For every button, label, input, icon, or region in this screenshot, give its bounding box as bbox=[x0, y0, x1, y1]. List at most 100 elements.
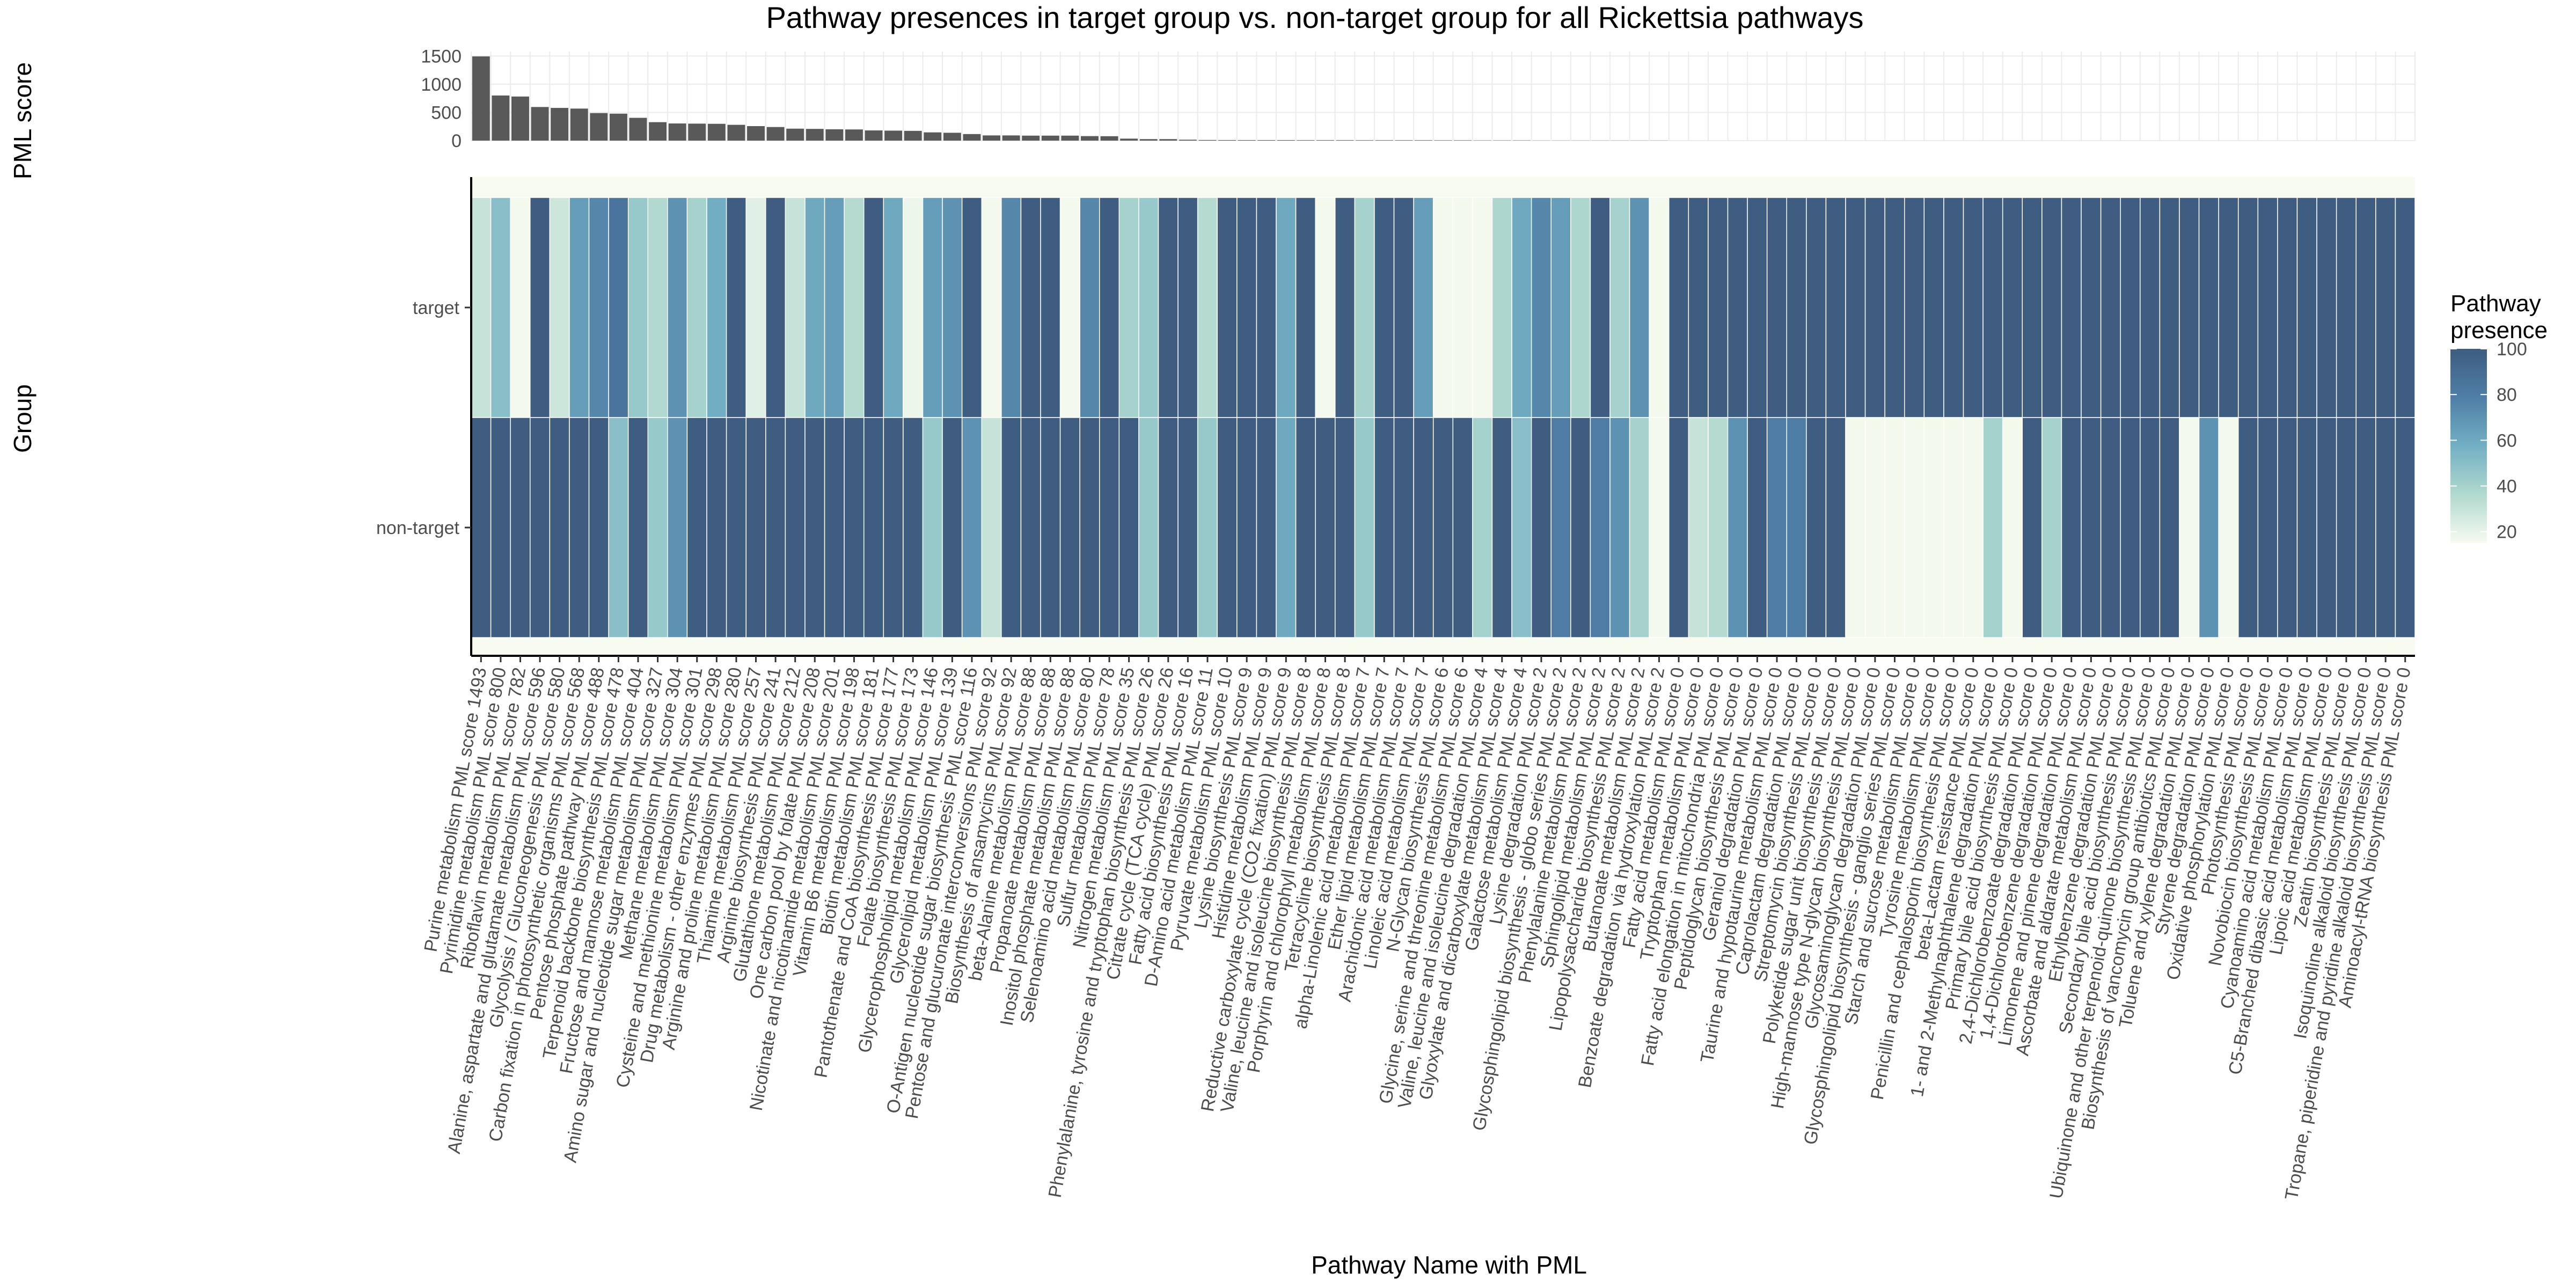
heatmap-cell bbox=[1982, 417, 2003, 638]
heatmap-cell bbox=[1452, 417, 1473, 638]
heatmap-cell bbox=[1747, 417, 1768, 638]
heatmap-cell bbox=[961, 197, 982, 418]
pml-score-bar bbox=[904, 130, 922, 141]
pml-score-bar bbox=[1434, 140, 1452, 141]
heatmap-cell bbox=[765, 417, 786, 638]
heatmap-cell bbox=[1550, 197, 1571, 418]
pml-score-bar bbox=[649, 122, 667, 141]
heatmap-cell bbox=[1982, 197, 2003, 418]
heatmap-cell bbox=[530, 197, 551, 418]
heatmap-cell bbox=[2277, 417, 2298, 638]
heatmap-cell bbox=[608, 197, 629, 418]
heatmap-cell bbox=[2140, 417, 2161, 638]
heatmap-cell bbox=[1315, 417, 1336, 638]
heatmap-cell bbox=[1727, 197, 1748, 418]
heatmap-cell bbox=[1923, 417, 1944, 638]
pml-score-bar bbox=[1336, 140, 1354, 141]
heatmap-cell bbox=[2159, 417, 2180, 638]
heatmap-cell bbox=[1531, 197, 1552, 418]
heatmap-cell bbox=[2198, 417, 2219, 638]
heatmap-cell bbox=[863, 417, 884, 638]
heatmap-cell bbox=[706, 197, 727, 418]
heatmap-cell bbox=[1629, 197, 1650, 418]
heatmap-cell bbox=[1491, 197, 1512, 418]
pml-score-bar bbox=[845, 129, 863, 141]
heatmap-cell bbox=[1118, 197, 1139, 418]
heatmap-cell bbox=[1708, 417, 1729, 638]
heatmap-cell bbox=[726, 197, 747, 418]
pml-score-bar bbox=[511, 96, 529, 141]
legend-tick-label: 60 bbox=[2497, 430, 2517, 451]
pml-score-bar bbox=[1002, 135, 1020, 141]
heatmap-cell bbox=[647, 197, 668, 418]
heatmap-cell bbox=[1550, 417, 1571, 638]
heatmap-cell bbox=[2081, 197, 2102, 418]
heatmap-cell bbox=[1374, 197, 1395, 418]
heatmap-cell bbox=[1413, 417, 1434, 638]
pml-score-bar bbox=[492, 95, 510, 141]
heatmap-cell bbox=[1040, 197, 1061, 418]
heatmap-cell bbox=[471, 197, 492, 418]
bar-panel-y-tick-label: 1500 bbox=[421, 46, 462, 67]
heatmap-cell bbox=[2336, 417, 2357, 638]
heatmap-cell bbox=[1099, 197, 1120, 418]
heatmap-cell bbox=[1531, 417, 1552, 638]
pml-score-bar bbox=[570, 108, 588, 141]
heatmap-cell bbox=[1727, 417, 1748, 638]
heatmap-cell bbox=[1452, 197, 1473, 418]
bar-panel-y-tick-label: 0 bbox=[451, 131, 462, 151]
heatmap-cell bbox=[942, 197, 963, 418]
heatmap-cell bbox=[1177, 197, 1198, 418]
heatmap-cell bbox=[785, 417, 806, 638]
heatmap-cell bbox=[2100, 417, 2121, 638]
heatmap-cell bbox=[2395, 197, 2416, 418]
pml-score-bar bbox=[1454, 140, 1472, 141]
heatmap-cell bbox=[785, 197, 806, 418]
pml-score-bar bbox=[1100, 136, 1118, 141]
heatmap-cell bbox=[1315, 197, 1336, 418]
pml-score-bar bbox=[1395, 140, 1413, 141]
heatmap-cell bbox=[824, 417, 845, 638]
heatmap-cell bbox=[2022, 197, 2043, 418]
heatmap-cell bbox=[1825, 197, 1846, 418]
pml-score-bar bbox=[747, 126, 765, 141]
heatmap-cell bbox=[1943, 417, 1964, 638]
heatmap-cell bbox=[745, 197, 766, 418]
heatmap-cell bbox=[1806, 417, 1827, 638]
heatmap-cell bbox=[1472, 197, 1493, 418]
heatmap-cell bbox=[2237, 417, 2259, 638]
heatmap-cell bbox=[1256, 197, 1277, 418]
heatmap-cell bbox=[2257, 197, 2278, 418]
heatmap-cell bbox=[824, 197, 845, 418]
heatmap-cell bbox=[1217, 417, 1238, 638]
heatmap-cell bbox=[1609, 197, 1630, 418]
heatmap-cell bbox=[2002, 417, 2023, 638]
pml-score-bar bbox=[1257, 140, 1276, 141]
pml-score-bar bbox=[668, 123, 686, 141]
pml-score-bar bbox=[1375, 140, 1393, 141]
heatmap-cell bbox=[2296, 417, 2317, 638]
heatmap-cell bbox=[2316, 417, 2337, 638]
heatmap-cell bbox=[2375, 417, 2396, 638]
heatmap-cell bbox=[1079, 197, 1100, 418]
heatmap-cell bbox=[804, 197, 825, 418]
heatmap-cell bbox=[2159, 197, 2180, 418]
heatmap-cell bbox=[765, 197, 786, 418]
pml-score-bar bbox=[786, 128, 804, 141]
heatmap-cell bbox=[1177, 417, 1198, 638]
heatmap-cell bbox=[2002, 197, 2023, 418]
heatmap-cell bbox=[1845, 417, 1866, 638]
heatmap-cell bbox=[1374, 417, 1395, 638]
heatmap-cell bbox=[569, 197, 590, 418]
heatmap-cell bbox=[1511, 417, 1532, 638]
bar-panel-y-tick-label: 500 bbox=[431, 103, 462, 123]
heatmap-cell bbox=[1649, 197, 1670, 418]
heatmap-cell bbox=[2375, 197, 2396, 418]
heatmap-cell bbox=[588, 197, 609, 418]
pml-score-bar bbox=[1061, 135, 1079, 141]
heatmap-cell bbox=[1020, 197, 1041, 418]
heatmap-cell bbox=[608, 417, 629, 638]
heatmap-cell bbox=[588, 417, 609, 638]
pml-score-bar bbox=[1041, 135, 1059, 141]
pml-score-bar bbox=[727, 125, 745, 141]
